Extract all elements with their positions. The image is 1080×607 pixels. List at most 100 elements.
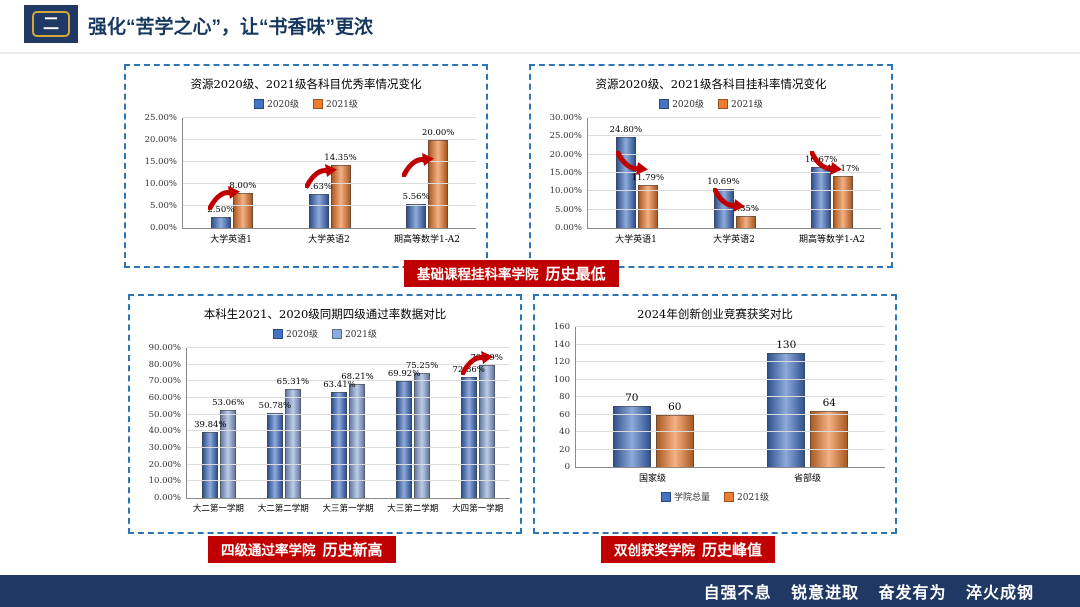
bar-value-label: 2.50% bbox=[207, 205, 235, 215]
legend-label: 2021级 bbox=[345, 330, 377, 340]
bar bbox=[284, 389, 301, 498]
gridline bbox=[187, 347, 510, 348]
gridline bbox=[183, 117, 476, 118]
legend-swatch-icon bbox=[718, 98, 728, 109]
legend-swatch-icon bbox=[724, 491, 735, 502]
bar-value-label: 10.69% bbox=[707, 176, 740, 187]
bar-group: 5.56% 20.00% bbox=[378, 118, 476, 228]
y-axis: 160 140 120 100 80 60 40 20 0 bbox=[553, 322, 570, 472]
gridline bbox=[183, 205, 476, 206]
plot-area: 24.80% 11.79% 10.69% 3.35% 16.67% 14.17% bbox=[587, 117, 881, 229]
chart-title: 资源2020级、2021级各科目优秀率情况变化 bbox=[190, 77, 422, 91]
footer-bar: 自强不息 锐意进取 奋发有为 淬火成钢 bbox=[0, 575, 1080, 607]
legend-label: 2021级 bbox=[737, 493, 769, 503]
bar-group: 50.78% 65.31% bbox=[252, 348, 317, 498]
badge-cet4-record-high: 四级通过率学院 历史新高 bbox=[208, 536, 396, 563]
bar-group: 2.50% 8.00% bbox=[183, 118, 281, 228]
y-axis: 25.00% 20.00% 15.00% 10.00% 5.00% 0.00% bbox=[144, 113, 177, 233]
legend-item: 2020级 bbox=[273, 327, 318, 340]
x-category-label: 大学英语2 bbox=[308, 235, 350, 245]
bar bbox=[811, 166, 832, 228]
gridline bbox=[576, 448, 885, 450]
bar-value-label: 68.21% bbox=[341, 372, 374, 383]
bar-value-label: 130 bbox=[776, 339, 797, 352]
bar-value-label: 64 bbox=[822, 397, 836, 409]
bar-value-label: 70 bbox=[625, 391, 639, 404]
legend-item: 2021级 bbox=[718, 97, 763, 110]
bar-group: 130 64 bbox=[731, 327, 886, 467]
bar-wrap: 3.35% bbox=[732, 118, 759, 228]
trend-arrow-icon bbox=[304, 164, 337, 189]
x-category-label: 大三第二学期 bbox=[387, 504, 439, 514]
bar-wrap: 50.78% bbox=[259, 348, 291, 498]
bar-wrap: 72.86% bbox=[452, 348, 485, 498]
gridline bbox=[187, 380, 510, 382]
gridline bbox=[588, 153, 881, 155]
bar-wrap: 39.84% bbox=[194, 348, 227, 498]
bar-value-label: 63.41% bbox=[323, 380, 356, 391]
bar-wrap: 75.25% bbox=[406, 348, 438, 498]
bar-value-label: 8.00% bbox=[229, 180, 257, 191]
section-number-tab: 二 bbox=[24, 5, 78, 43]
legend-swatch-icon bbox=[313, 98, 323, 109]
bar-value-label: 14.35% bbox=[324, 152, 357, 163]
bar-value-label: 7.63% bbox=[304, 182, 333, 193]
bar-wrap: 2.50% bbox=[207, 118, 234, 228]
bar-group: 7.63% 14.35% bbox=[281, 118, 379, 228]
gridline bbox=[187, 397, 510, 398]
gridline bbox=[183, 139, 476, 140]
plot-column: 2.50% 8.00% 7.63% 14.35% 5.56% 20.00% 大学英语1 大学… bbox=[182, 117, 476, 245]
bar-group: 39.84% 53.06% bbox=[187, 348, 252, 498]
bar-group: 70 60 bbox=[576, 327, 731, 467]
chart-legend: 学院总量 2021级 bbox=[545, 490, 885, 503]
legend-label: 学院总量 bbox=[674, 493, 711, 503]
chart-body: 90.00% 80.00% 70.00% 60.00% 50.00% 40.00% 30.0… bbox=[140, 343, 510, 514]
bar-wrap: 14.17% bbox=[827, 118, 859, 228]
bar-value-label: 53.06% bbox=[212, 397, 245, 408]
bar bbox=[655, 414, 694, 467]
chart-body: 25.00% 20.00% 15.00% 10.00% 5.00% 0.00% 2.50%… bbox=[136, 113, 476, 245]
x-category-label: 期高等数学1-A2 bbox=[394, 235, 460, 245]
plot-area: 39.84% 53.06% 50.78% 65.31% 63.41% 68.21% 69.9… bbox=[186, 347, 510, 499]
badge-highlight: 历史最低 bbox=[545, 266, 606, 283]
bar bbox=[232, 192, 253, 228]
bar bbox=[414, 372, 431, 498]
gridline bbox=[187, 363, 510, 365]
bar-wrap: 64 bbox=[810, 327, 849, 467]
badge-fail-rate-lowest: 基础课程挂科率学院 历史最低 bbox=[404, 260, 619, 287]
gridline bbox=[576, 378, 885, 380]
bar-wrap: 53.06% bbox=[212, 348, 245, 498]
legend-label: 2020级 bbox=[286, 330, 318, 340]
x-category-label: 大二第一学期 bbox=[192, 504, 244, 514]
legend-label: 2021级 bbox=[731, 100, 763, 110]
trend-arrow-icon bbox=[207, 186, 241, 211]
gridline bbox=[576, 413, 885, 415]
trend-arrow-icon bbox=[712, 187, 745, 212]
badge-highlight: 历史峰值 bbox=[702, 542, 763, 559]
bar-value-label: 3.35% bbox=[731, 203, 760, 214]
chart-title: 本科生2021、2020级同期四级通过率数据对比 bbox=[203, 307, 447, 321]
chart-panel-cet4-pass-rate: 本科生2021、2020级同期四级通过率数据对比 2020级 2021级 90.0… bbox=[128, 294, 522, 534]
badge-prefix: 基础课程挂科率学院 bbox=[417, 267, 539, 282]
bar-wrap: 65.31% bbox=[277, 348, 309, 498]
bar bbox=[735, 215, 756, 228]
gridline bbox=[187, 463, 510, 465]
x-category-label: 大三第一学期 bbox=[322, 504, 374, 514]
legend-swatch-icon bbox=[254, 98, 265, 109]
bar-value-label: 50.78% bbox=[258, 401, 292, 412]
chart-panel-innovation-awards: 2024年创新创业竞赛获奖对比 160 140 120 100 80 60 40 20 0 70… bbox=[533, 294, 897, 534]
bar bbox=[767, 353, 806, 467]
legend-item: 2021级 bbox=[724, 490, 769, 503]
chart-panel-fail-rate: 资源2020级、2021级各科目挂科率情况变化 2020级 2021级 30.00… bbox=[529, 64, 893, 268]
gridline bbox=[576, 431, 885, 432]
bar-wrap: 130 bbox=[767, 327, 806, 467]
y-axis: 90.00% 80.00% 70.00% 60.00% 50.00% 40.00% 30.0… bbox=[148, 343, 181, 503]
bar-value-label: 11.79% bbox=[631, 172, 665, 183]
gridline bbox=[576, 326, 885, 327]
badge-awards-peak: 双创获奖学院 历史峰值 bbox=[601, 536, 776, 563]
bar-value-label: 16.67% bbox=[804, 154, 838, 165]
gridline bbox=[588, 117, 881, 118]
x-category-label: 国家级 bbox=[638, 474, 666, 484]
legend-swatch-icon bbox=[661, 491, 672, 502]
